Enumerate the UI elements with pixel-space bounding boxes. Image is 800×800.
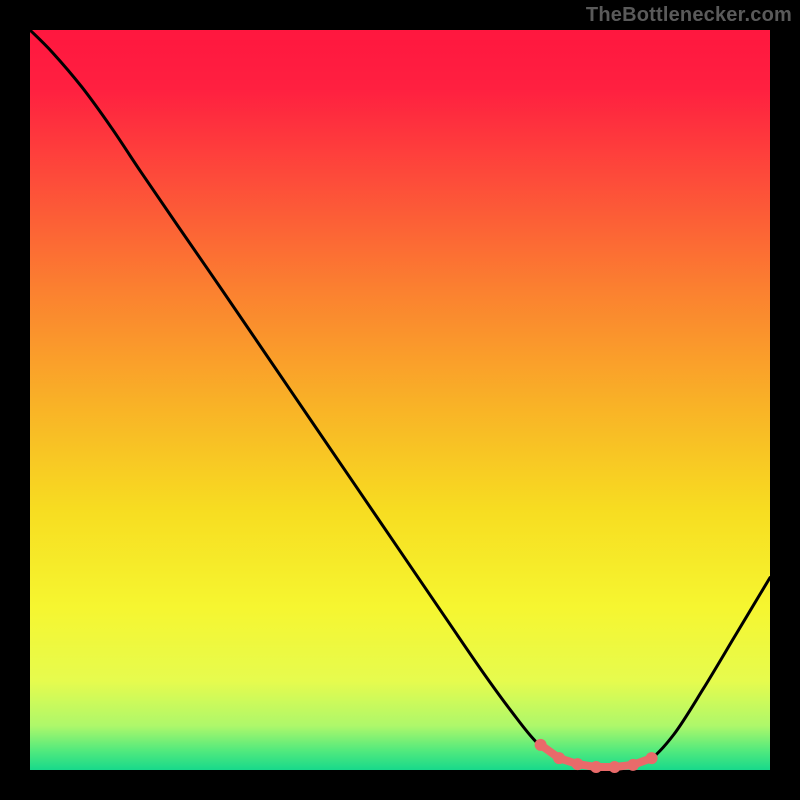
bottleneck-chart — [0, 0, 800, 800]
chart-frame: TheBottlenecker.com — [0, 0, 800, 800]
gradient-background — [30, 30, 770, 770]
